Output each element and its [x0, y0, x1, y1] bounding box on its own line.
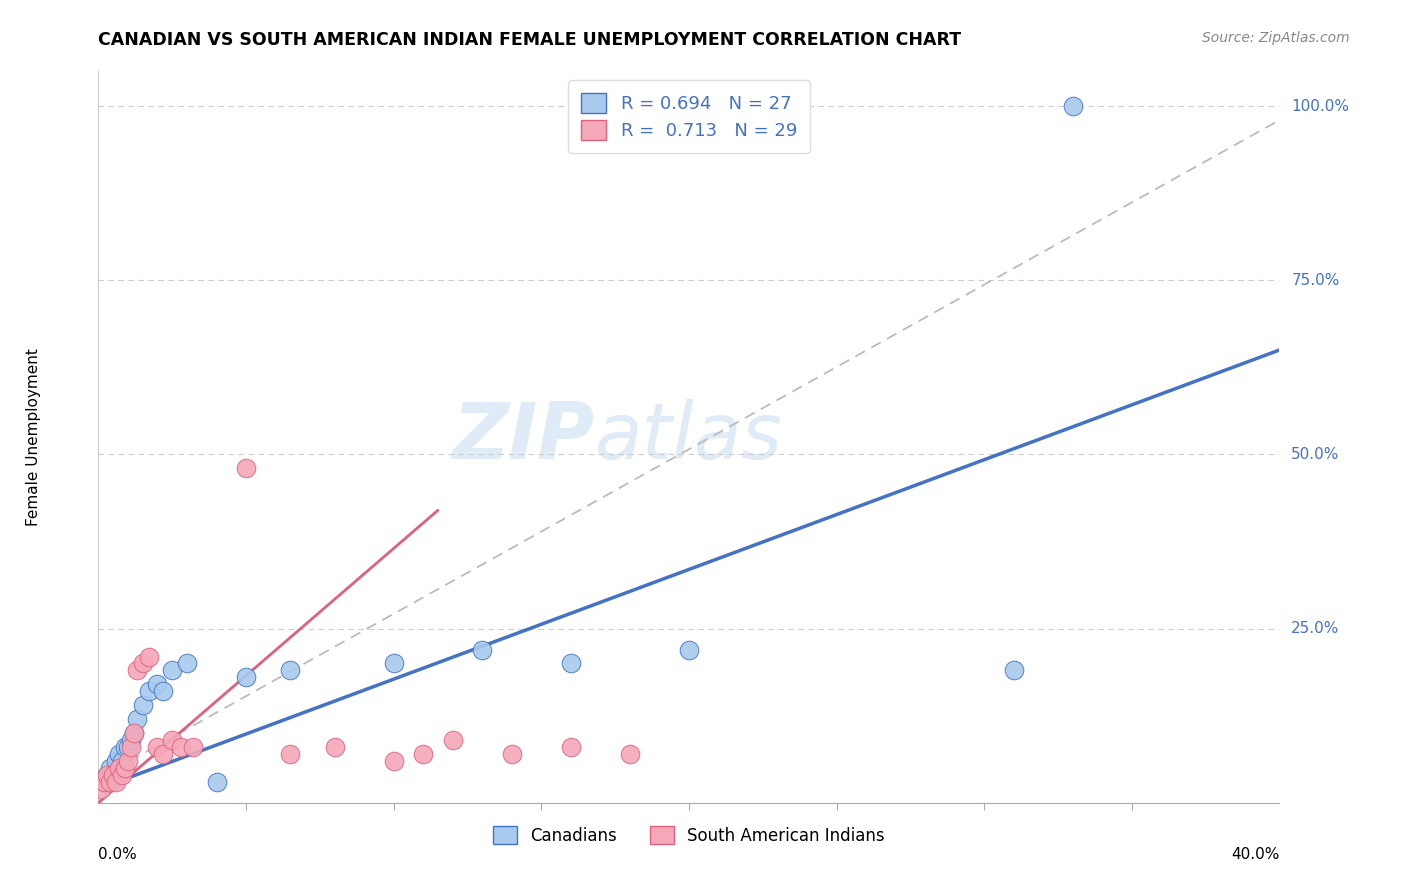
Point — [1002, 664, 1025, 678]
Text: 100.0%: 100.0% — [1291, 99, 1350, 113]
Point — [114, 740, 136, 755]
Point — [114, 761, 136, 775]
Point — [103, 768, 125, 782]
Point — [105, 775, 128, 789]
Point — [162, 733, 183, 747]
Point — [132, 698, 155, 713]
Point — [152, 747, 174, 761]
Text: 50.0%: 50.0% — [1291, 447, 1340, 462]
Text: 0.0%: 0.0% — [98, 847, 138, 862]
Point — [560, 740, 582, 755]
Point — [146, 740, 169, 755]
Point — [98, 761, 121, 775]
Point — [117, 740, 139, 755]
Point — [181, 740, 204, 755]
Point — [93, 775, 115, 789]
Point — [125, 712, 148, 726]
Point — [441, 733, 464, 747]
Point — [382, 657, 405, 671]
Text: CANADIAN VS SOUTH AMERICAN INDIAN FEMALE UNEMPLOYMENT CORRELATION CHART: CANADIAN VS SOUTH AMERICAN INDIAN FEMALE… — [98, 31, 962, 49]
Point — [235, 461, 257, 475]
Point — [278, 747, 302, 761]
Text: Female Unemployment: Female Unemployment — [25, 348, 41, 526]
Point — [138, 649, 160, 664]
Point — [105, 754, 128, 768]
Point — [120, 740, 142, 755]
Point — [235, 670, 257, 684]
Point — [103, 768, 125, 782]
Point — [117, 754, 139, 768]
Text: atlas: atlas — [595, 399, 782, 475]
Point — [132, 657, 155, 671]
Text: ZIP: ZIP — [453, 399, 595, 475]
Point — [111, 768, 134, 782]
Point — [162, 664, 183, 678]
Point — [560, 657, 582, 671]
Point — [108, 747, 131, 761]
Point — [93, 775, 115, 789]
Point — [205, 775, 228, 789]
Point — [471, 642, 494, 657]
Point — [382, 754, 405, 768]
Point — [122, 726, 145, 740]
Text: 75.0%: 75.0% — [1291, 273, 1340, 288]
Point — [146, 677, 169, 691]
Point — [90, 781, 112, 796]
Text: 25.0%: 25.0% — [1291, 621, 1340, 636]
Point — [96, 768, 118, 782]
Point — [111, 754, 134, 768]
Text: 40.0%: 40.0% — [1232, 847, 1279, 862]
Point — [678, 642, 700, 657]
Point — [120, 733, 142, 747]
Point — [278, 664, 302, 678]
Point — [108, 761, 131, 775]
Point — [170, 740, 193, 755]
Point — [323, 740, 346, 755]
Point — [1062, 99, 1084, 113]
Point — [122, 726, 145, 740]
Point — [619, 747, 641, 761]
Point — [125, 664, 148, 678]
Point — [501, 747, 523, 761]
Legend: Canadians, South American Indians: Canadians, South American Indians — [482, 814, 896, 856]
Point — [138, 684, 160, 698]
Point — [412, 747, 434, 761]
Point — [152, 684, 174, 698]
Text: Source: ZipAtlas.com: Source: ZipAtlas.com — [1202, 31, 1350, 45]
Point — [96, 768, 118, 782]
Point — [176, 657, 198, 671]
Point — [98, 775, 121, 789]
